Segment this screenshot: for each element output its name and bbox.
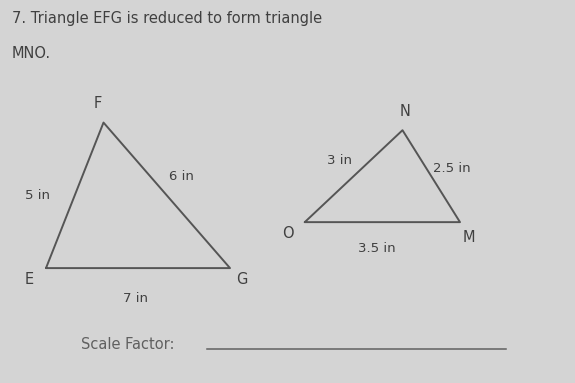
Text: 3 in: 3 in — [327, 154, 352, 167]
Text: O: O — [282, 226, 293, 241]
Text: Scale Factor:: Scale Factor: — [81, 337, 174, 352]
Text: F: F — [94, 96, 102, 111]
Text: 7. Triangle EFG is reduced to form triangle: 7. Triangle EFG is reduced to form trian… — [12, 11, 321, 26]
Text: N: N — [400, 103, 411, 119]
Text: 6 in: 6 in — [168, 170, 194, 183]
Text: 7 in: 7 in — [122, 292, 148, 305]
Text: M: M — [462, 230, 475, 245]
Text: 5 in: 5 in — [25, 189, 50, 202]
Text: 3.5 in: 3.5 in — [358, 242, 396, 255]
Text: E: E — [24, 272, 33, 287]
Text: 2.5 in: 2.5 in — [432, 162, 470, 175]
Text: G: G — [236, 272, 247, 287]
Text: MNO.: MNO. — [12, 46, 51, 61]
